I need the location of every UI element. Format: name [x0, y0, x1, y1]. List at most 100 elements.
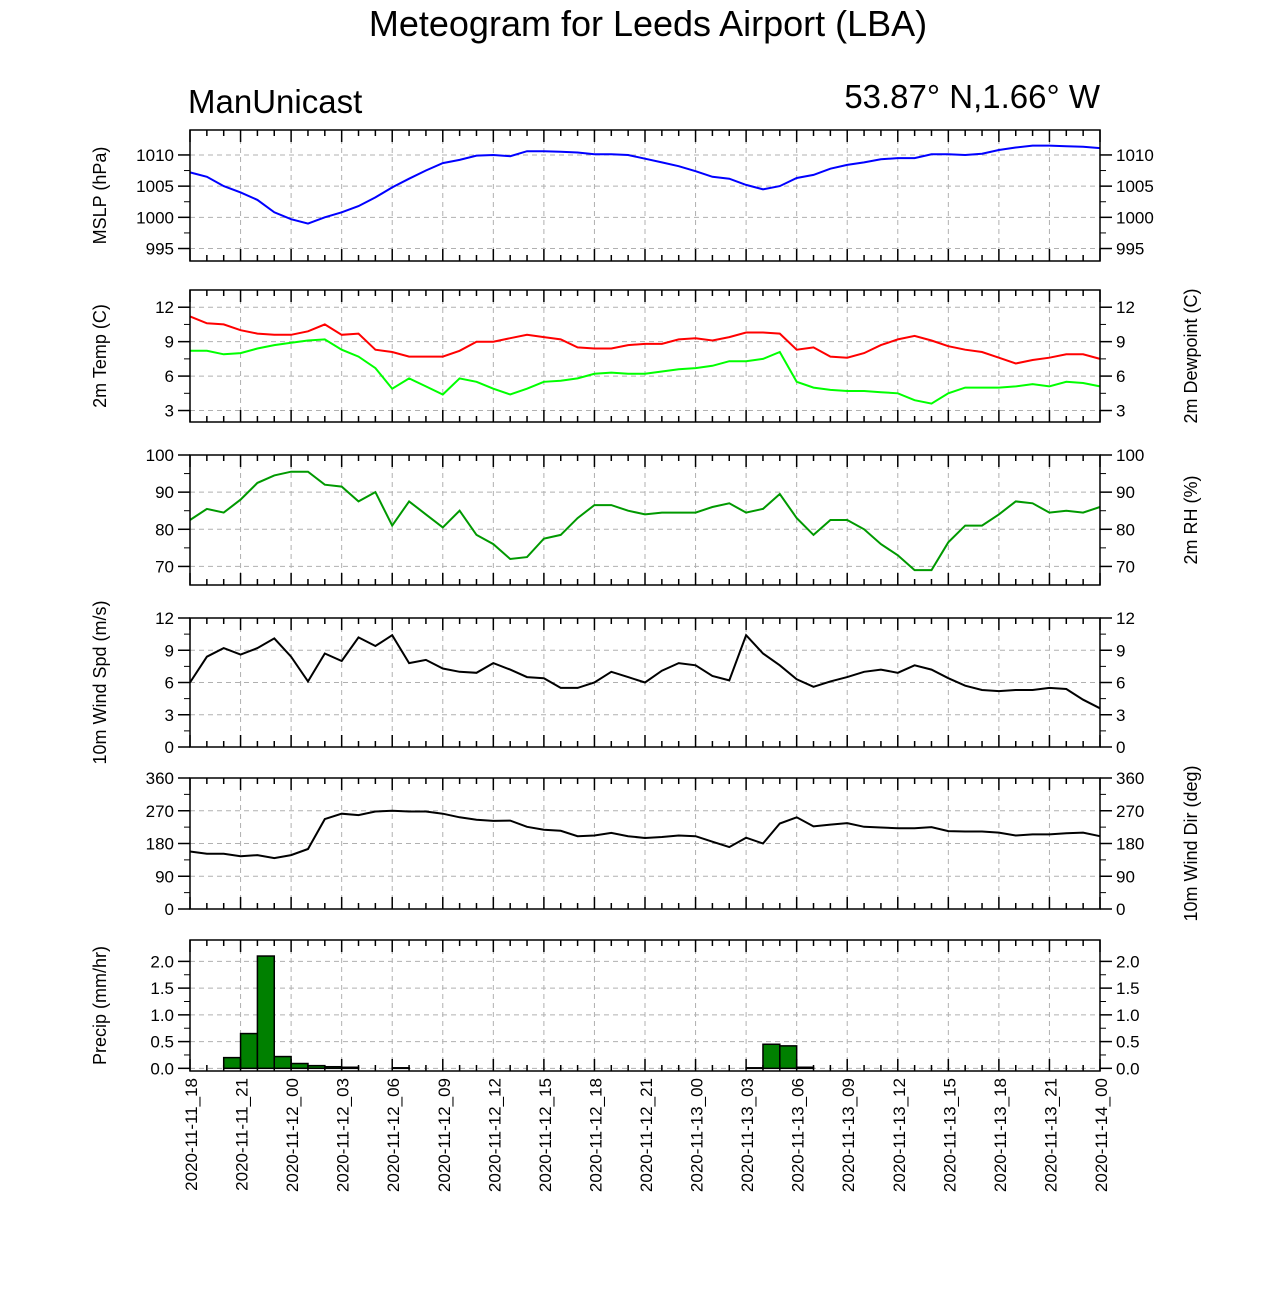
- y-tick-label-left: 3: [165, 706, 174, 725]
- panel-wind: 0 0 3 3 6 6 9 9 12 12 10m Wind Spd (m/s): [90, 600, 1135, 764]
- y-tick-label-right: 3: [1116, 706, 1125, 725]
- y-tick-label-left: 270: [146, 802, 174, 821]
- x-tick-label: 2020-11-12_12: [485, 1078, 504, 1192]
- y-tick-label-right: 0.5: [1116, 1033, 1140, 1052]
- y-axis-label-right: 2m Dewpoint (C): [1181, 288, 1201, 423]
- precip-bar: [256, 955, 276, 1070]
- y-axis-label-right: 10m Wind Dir (deg): [1181, 765, 1201, 921]
- x-tick-label: 2020-11-13_18: [991, 1078, 1010, 1192]
- y-tick-label-right: 2.0: [1116, 952, 1140, 971]
- y-tick-label-right: 9: [1116, 333, 1125, 352]
- location-coordinates: 53.87° N,1.66° W: [844, 78, 1101, 115]
- precip-bar: [239, 1032, 259, 1070]
- panel-mslp: 995 995 1000 1000 1005 1005 1010 1010 MSLP (hPa): [90, 129, 1154, 262]
- y-tick-label-left: 0: [165, 738, 174, 757]
- y-tick-label-left: 6: [165, 367, 174, 386]
- y-tick-label-left: 100: [146, 446, 174, 465]
- panel-winddir: 0 0 90 90 180 180 270 270 360 360 10m Wind Dir (de…: [146, 765, 1201, 921]
- precip-bar: [222, 1056, 242, 1070]
- y-tick-label-left: 9: [165, 333, 174, 352]
- y-tick-label-right: 100: [1116, 446, 1144, 465]
- y-tick-label-right: 90: [1116, 867, 1135, 886]
- y-tick-label-left: 6: [165, 674, 174, 693]
- x-tick-label: 2020-11-12_09: [435, 1078, 454, 1192]
- y-tick-label-left: 3: [165, 402, 174, 421]
- x-tick-label: 2020-11-13_03: [738, 1078, 757, 1192]
- x-tick-label: 2020-11-12_03: [334, 1078, 353, 1192]
- y-tick-label-left: 180: [146, 835, 174, 854]
- series-line-winddir: [189, 809, 1101, 860]
- y-tick-label-left: 1010: [136, 146, 174, 165]
- panel-precip: 0.0 0.0 0.5 0.5 1.0 1.0 1.5 1.5 2.0 2.0 Precip (mm…: [90, 939, 1140, 1078]
- x-tick-label: 2020-11-12_21: [637, 1078, 656, 1192]
- y-tick-label-left: 12: [155, 609, 174, 628]
- precip-bar: [795, 1066, 815, 1070]
- y-tick-label-right: 12: [1116, 609, 1135, 628]
- y-tick-label-right: 12: [1116, 298, 1135, 317]
- y-tick-label-right: 90: [1116, 483, 1135, 502]
- y-axis-label-left: 2m Temp (C): [90, 304, 110, 408]
- x-tick-label: 2020-11-12_00: [283, 1078, 302, 1192]
- y-tick-label-right: 360: [1116, 769, 1144, 788]
- y-tick-label-left: 90: [155, 867, 174, 886]
- y-tick-label-left: 70: [155, 557, 174, 576]
- precip-bar: [762, 1043, 781, 1070]
- y-tick-label-right: 80: [1116, 520, 1135, 539]
- y-tick-label-left: 0.5: [150, 1033, 174, 1052]
- y-tick-label-right: 180: [1116, 835, 1144, 854]
- panel-temp: 3 3 6 6 9 9 12 12 2m Temp (C) 2m Dewpoint (C): [90, 288, 1201, 423]
- y-tick-label-right: 1.5: [1116, 979, 1140, 998]
- y-tick-label-right: 0: [1116, 738, 1125, 757]
- y-tick-label-left: 9: [165, 641, 174, 660]
- y-tick-label-left: 80: [155, 520, 174, 539]
- series-line-dewpoint: [190, 338, 1101, 405]
- x-tick-label: 2020-11-13_12: [890, 1078, 909, 1192]
- x-axis-labels: 2020-11-11_18 2020-11-11_21 2020-11-12_00 2…: [182, 1078, 1111, 1192]
- y-axis-label-right: 2m RH (%): [1181, 476, 1201, 565]
- precip-bar: [340, 1066, 360, 1070]
- series-line-wind: [189, 633, 1101, 710]
- precip-bar: [290, 1062, 309, 1070]
- x-tick-label: 2020-11-13_06: [789, 1078, 808, 1192]
- precip-bar: [779, 1045, 798, 1070]
- y-tick-label-left: 1005: [136, 177, 174, 196]
- precip-bar: [324, 1065, 343, 1070]
- y-tick-label-right: 6: [1116, 674, 1125, 693]
- model-name: ManUnicast: [188, 83, 362, 120]
- y-tick-label-right: 6: [1116, 367, 1125, 386]
- x-tick-label: 2020-11-14_00: [1092, 1078, 1111, 1192]
- precip-bar: [745, 1067, 764, 1070]
- series-line-temp: [189, 315, 1101, 365]
- y-tick-label-left: 1000: [136, 208, 174, 227]
- y-tick-label-right: 995: [1116, 240, 1144, 259]
- x-tick-label: 2020-11-13_15: [940, 1078, 959, 1192]
- chart-title: Meteogram for Leeds Airport (LBA): [369, 3, 927, 44]
- y-axis-label-left: MSLP (hPa): [90, 147, 110, 245]
- x-tick-label: 2020-11-12_06: [384, 1078, 403, 1192]
- x-tick-label: 2020-11-13_09: [839, 1078, 858, 1192]
- y-tick-label-left: 2.0: [150, 952, 174, 971]
- panel-rh: 70 70 80 80 90 90 100 100 2m RH (%): [146, 446, 1201, 586]
- y-tick-label-right: 3: [1116, 402, 1125, 421]
- y-tick-label-right: 1000: [1116, 208, 1154, 227]
- x-tick-label: 2020-11-11_21: [233, 1078, 252, 1191]
- y-tick-label-right: 0: [1116, 900, 1125, 919]
- y-tick-label-right: 0.0: [1116, 1059, 1140, 1078]
- y-tick-label-left: 360: [146, 769, 174, 788]
- y-tick-label-left: 12: [155, 298, 174, 317]
- x-tick-label: 2020-11-12_15: [536, 1078, 555, 1192]
- y-tick-label-right: 1.0: [1116, 1006, 1140, 1025]
- series-line-rh: [189, 470, 1101, 572]
- x-tick-label: 2020-11-11_18: [182, 1078, 201, 1191]
- x-tick-label: 2020-11-13_21: [1041, 1078, 1060, 1192]
- x-tick-label: 2020-11-12_18: [586, 1078, 605, 1192]
- precip-bar: [307, 1064, 326, 1070]
- y-tick-label-left: 995: [146, 240, 174, 259]
- y-axis-label-left: 10m Wind Spd (m/s): [90, 600, 110, 764]
- y-tick-label-right: 270: [1116, 802, 1144, 821]
- y-tick-label-left: 0: [165, 900, 174, 919]
- y-tick-label-left: 0.0: [150, 1059, 174, 1078]
- x-tick-label: 2020-11-13_00: [688, 1078, 707, 1192]
